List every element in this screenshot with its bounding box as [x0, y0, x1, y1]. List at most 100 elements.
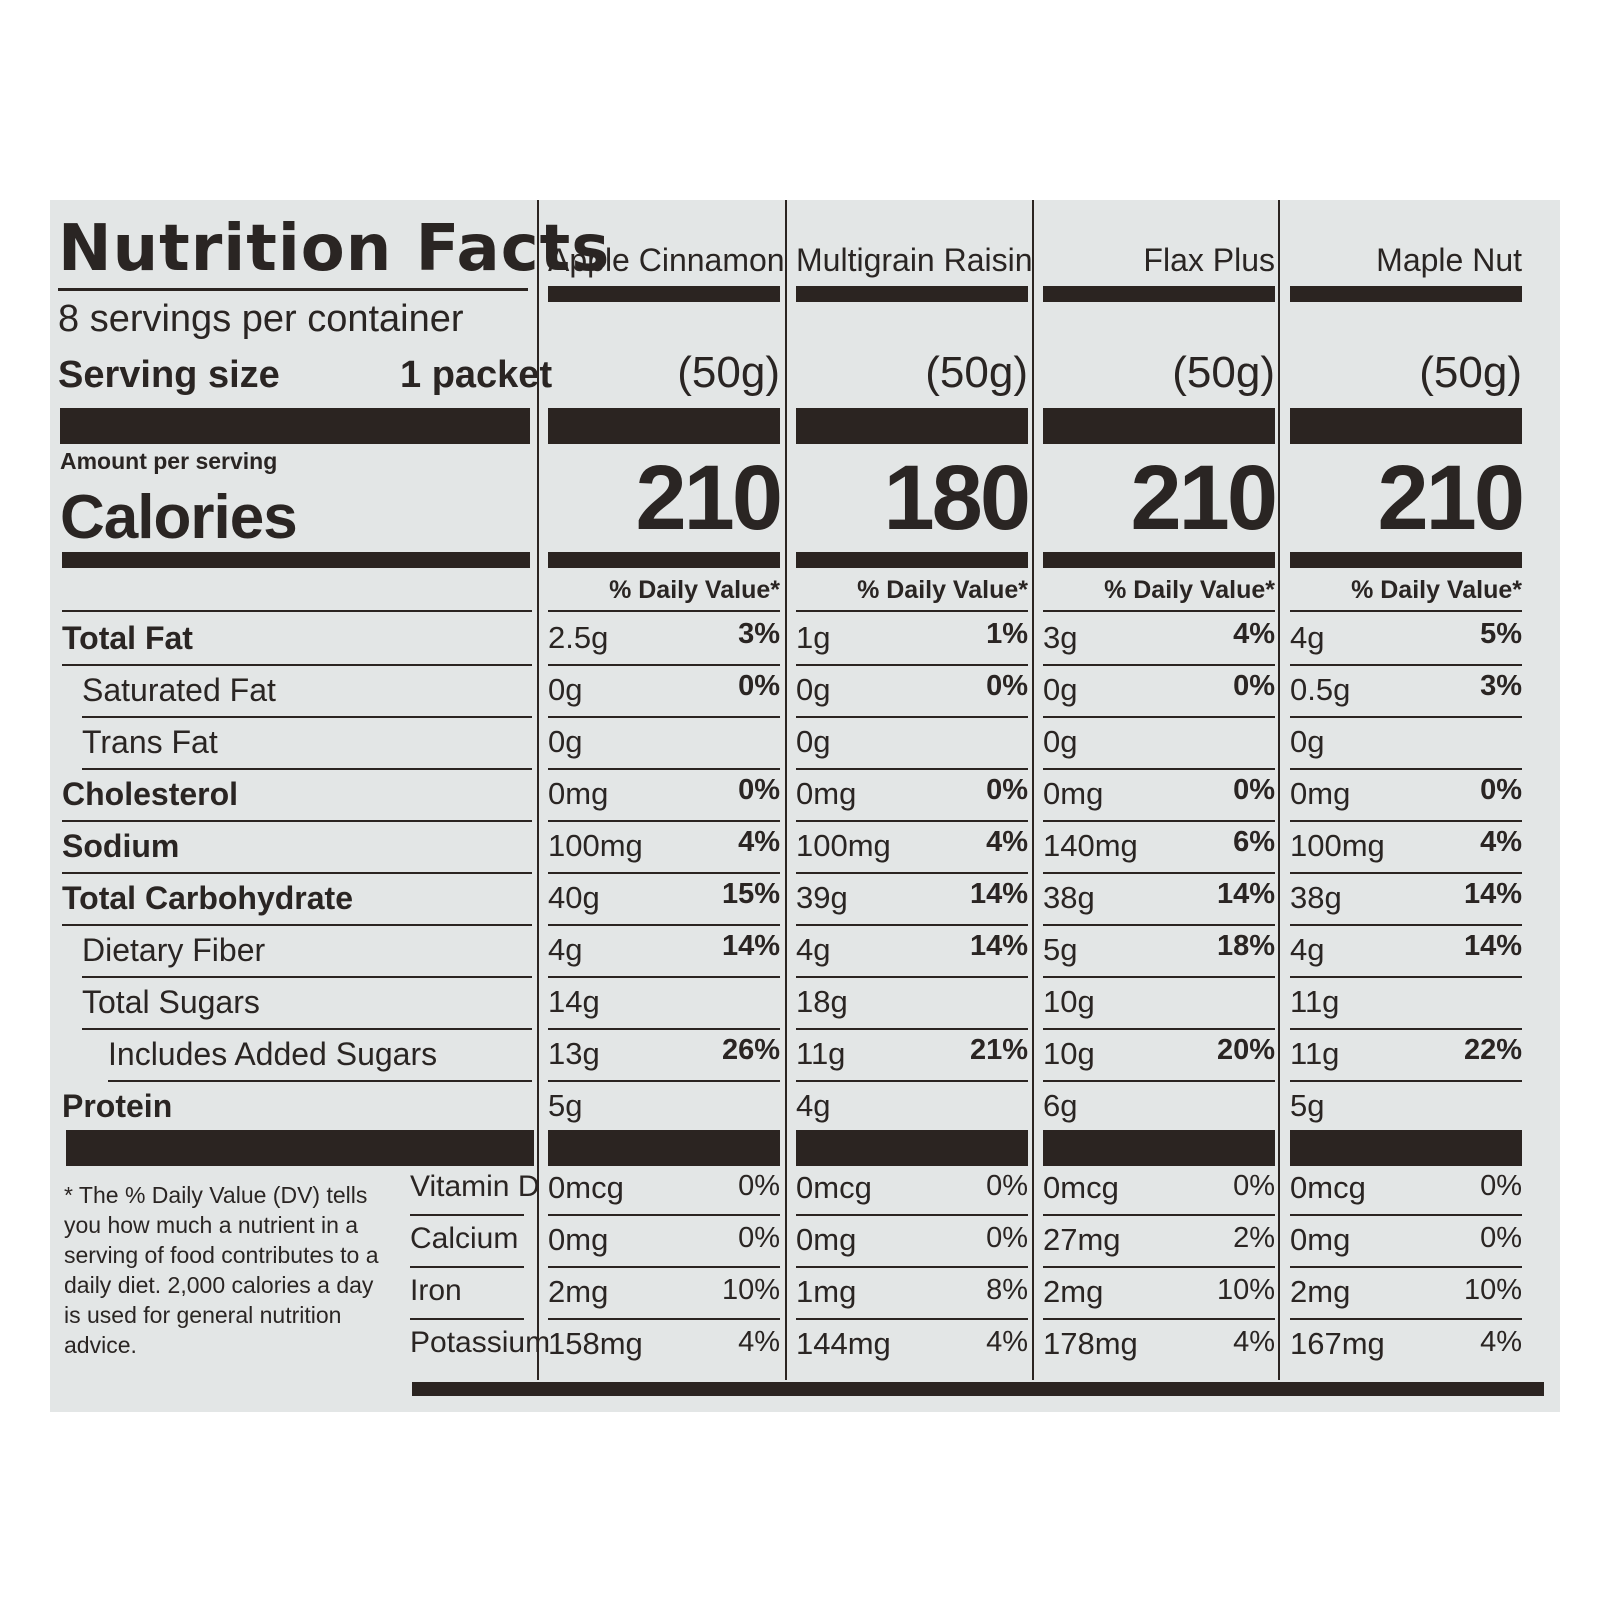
serving-bar [1043, 408, 1275, 444]
daily-value-header: % Daily Value* [609, 576, 780, 604]
nutrient-rule [796, 872, 1028, 874]
mineral-amount: 0mg [548, 1222, 609, 1257]
nutrient-daily-value: 4% [1233, 618, 1275, 650]
nutrient-rule [548, 872, 780, 874]
nutrient-daily-value: 18% [1216, 930, 1275, 962]
mineral-amount: 2mg [1290, 1274, 1351, 1309]
nutrient-label: Total Carbohydrate [62, 880, 353, 916]
nutrient-daily-value: 26% [721, 1034, 780, 1066]
dv-header-rule [62, 610, 532, 612]
calories-value: 210 [1377, 447, 1526, 549]
mineral-rule [1043, 1214, 1275, 1216]
protein-thick-bar [66, 1130, 534, 1166]
daily-value-footnote: * The % Daily Value (DV) tells you how m… [64, 1182, 379, 1358]
product-serving: (50g) [1172, 348, 1275, 397]
column-divider [785, 200, 787, 1380]
serving-bar [1290, 408, 1522, 444]
nutrient-rule [796, 924, 1028, 926]
daily-value-header: % Daily Value* [857, 576, 1028, 604]
nutrient-amount: 1g [796, 620, 831, 655]
nutrient-label: Total Fat [62, 620, 193, 656]
mineral-rule [1043, 1266, 1275, 1268]
nutrient-rule [796, 716, 1028, 718]
nutrient-daily-value: 14% [969, 930, 1028, 962]
mineral-daily-value: 4% [1480, 1326, 1522, 1358]
nutrient-daily-value: 0% [1233, 774, 1275, 806]
mineral-daily-value: 0% [986, 1170, 1028, 1202]
product-name: Apple Cinnamon [548, 242, 785, 278]
mineral-amount: 0mcg [1290, 1170, 1366, 1205]
nutrient-rule [1290, 768, 1522, 770]
nutrient-amount: 0g [548, 672, 583, 707]
nutrient-amount: 4g [1290, 932, 1325, 967]
nutrient-label: Dietary Fiber [82, 932, 266, 968]
nutrient-amount: 0g [796, 724, 831, 759]
dv-header-rule [1043, 610, 1275, 612]
nutrient-amount: 5g [548, 1088, 583, 1123]
serving-size-value: 1 packet [400, 354, 553, 396]
protein-bar [796, 1130, 1028, 1166]
nutrient-amount: 11g [1290, 1036, 1340, 1071]
nutrient-daily-value: 4% [738, 826, 780, 858]
calories-label: Calories [60, 483, 298, 552]
mineral-label: Potassium [410, 1326, 551, 1359]
dv-header-rule [1290, 610, 1522, 612]
nutrient-amount: 11g [796, 1036, 846, 1071]
mineral-rule [1043, 1318, 1275, 1320]
mineral-daily-value: 4% [738, 1326, 780, 1358]
mineral-daily-value: 4% [1233, 1326, 1275, 1358]
mineral-daily-value: 10% [1216, 1274, 1275, 1306]
nutrient-rule [1043, 664, 1275, 666]
nutrient-rule [62, 872, 532, 874]
mineral-rule [796, 1318, 1028, 1320]
nutrient-rule [82, 1028, 532, 1030]
nutrient-label: Trans Fat [82, 724, 218, 760]
mineral-amount: 1mg [796, 1274, 857, 1309]
mineral-rule [1290, 1214, 1522, 1216]
nutrient-amount: 11g [1290, 984, 1340, 1019]
nutrient-amount: 0mg [1290, 776, 1351, 811]
mineral-rule [1290, 1318, 1522, 1320]
product-serving: (50g) [925, 348, 1028, 397]
protein-bar [1290, 1130, 1522, 1166]
mineral-amount: 0mcg [548, 1170, 624, 1205]
nutrient-amount: 4g [1290, 620, 1325, 655]
nutrient-rule [796, 976, 1028, 978]
nutrient-rule [1290, 716, 1522, 718]
calories-bar [62, 552, 530, 568]
column-divider [1032, 200, 1034, 1380]
nutrient-label: Total Sugars [82, 984, 260, 1020]
nutrient-amount: 0g [1043, 724, 1078, 759]
nutrient-amount: 0g [548, 724, 583, 759]
calories-value: 180 [883, 447, 1032, 549]
nutrient-label: Includes Added Sugars [108, 1036, 438, 1072]
nutrient-daily-value: 6% [1233, 826, 1275, 858]
column-divider [1278, 200, 1280, 1380]
nutrient-label: Saturated Fat [82, 672, 276, 708]
mineral-label: Iron [410, 1274, 462, 1307]
nutrient-amount: 4g [796, 1088, 831, 1123]
nutrient-daily-value: 14% [1463, 930, 1522, 962]
mineral-amount: 27mg [1043, 1222, 1121, 1257]
mineral-rule [410, 1214, 524, 1216]
calories-bar [796, 552, 1028, 568]
title-rule [58, 288, 528, 291]
nutrient-amount: 4g [796, 932, 831, 967]
nutrient-daily-value: 4% [986, 826, 1028, 858]
mineral-daily-value: 2% [1233, 1222, 1275, 1254]
mineral-daily-value: 0% [1480, 1170, 1522, 1202]
nutrient-rule [1043, 872, 1275, 874]
nutrient-amount: 0mg [1043, 776, 1104, 811]
mineral-rule [796, 1266, 1028, 1268]
mineral-rule [410, 1318, 524, 1320]
nutrient-rule [548, 768, 780, 770]
calories-bar [548, 552, 780, 568]
nutrient-daily-value: 0% [1233, 670, 1275, 702]
mineral-label: Vitamin D [410, 1170, 540, 1203]
serving-size-label: Serving size [58, 354, 280, 396]
nutrient-daily-value: 0% [986, 670, 1028, 702]
dv-header-rule [796, 610, 1028, 612]
nutrient-daily-value: 0% [986, 774, 1028, 806]
nutrient-rule [548, 716, 780, 718]
nutrient-amount: 0mg [796, 776, 857, 811]
